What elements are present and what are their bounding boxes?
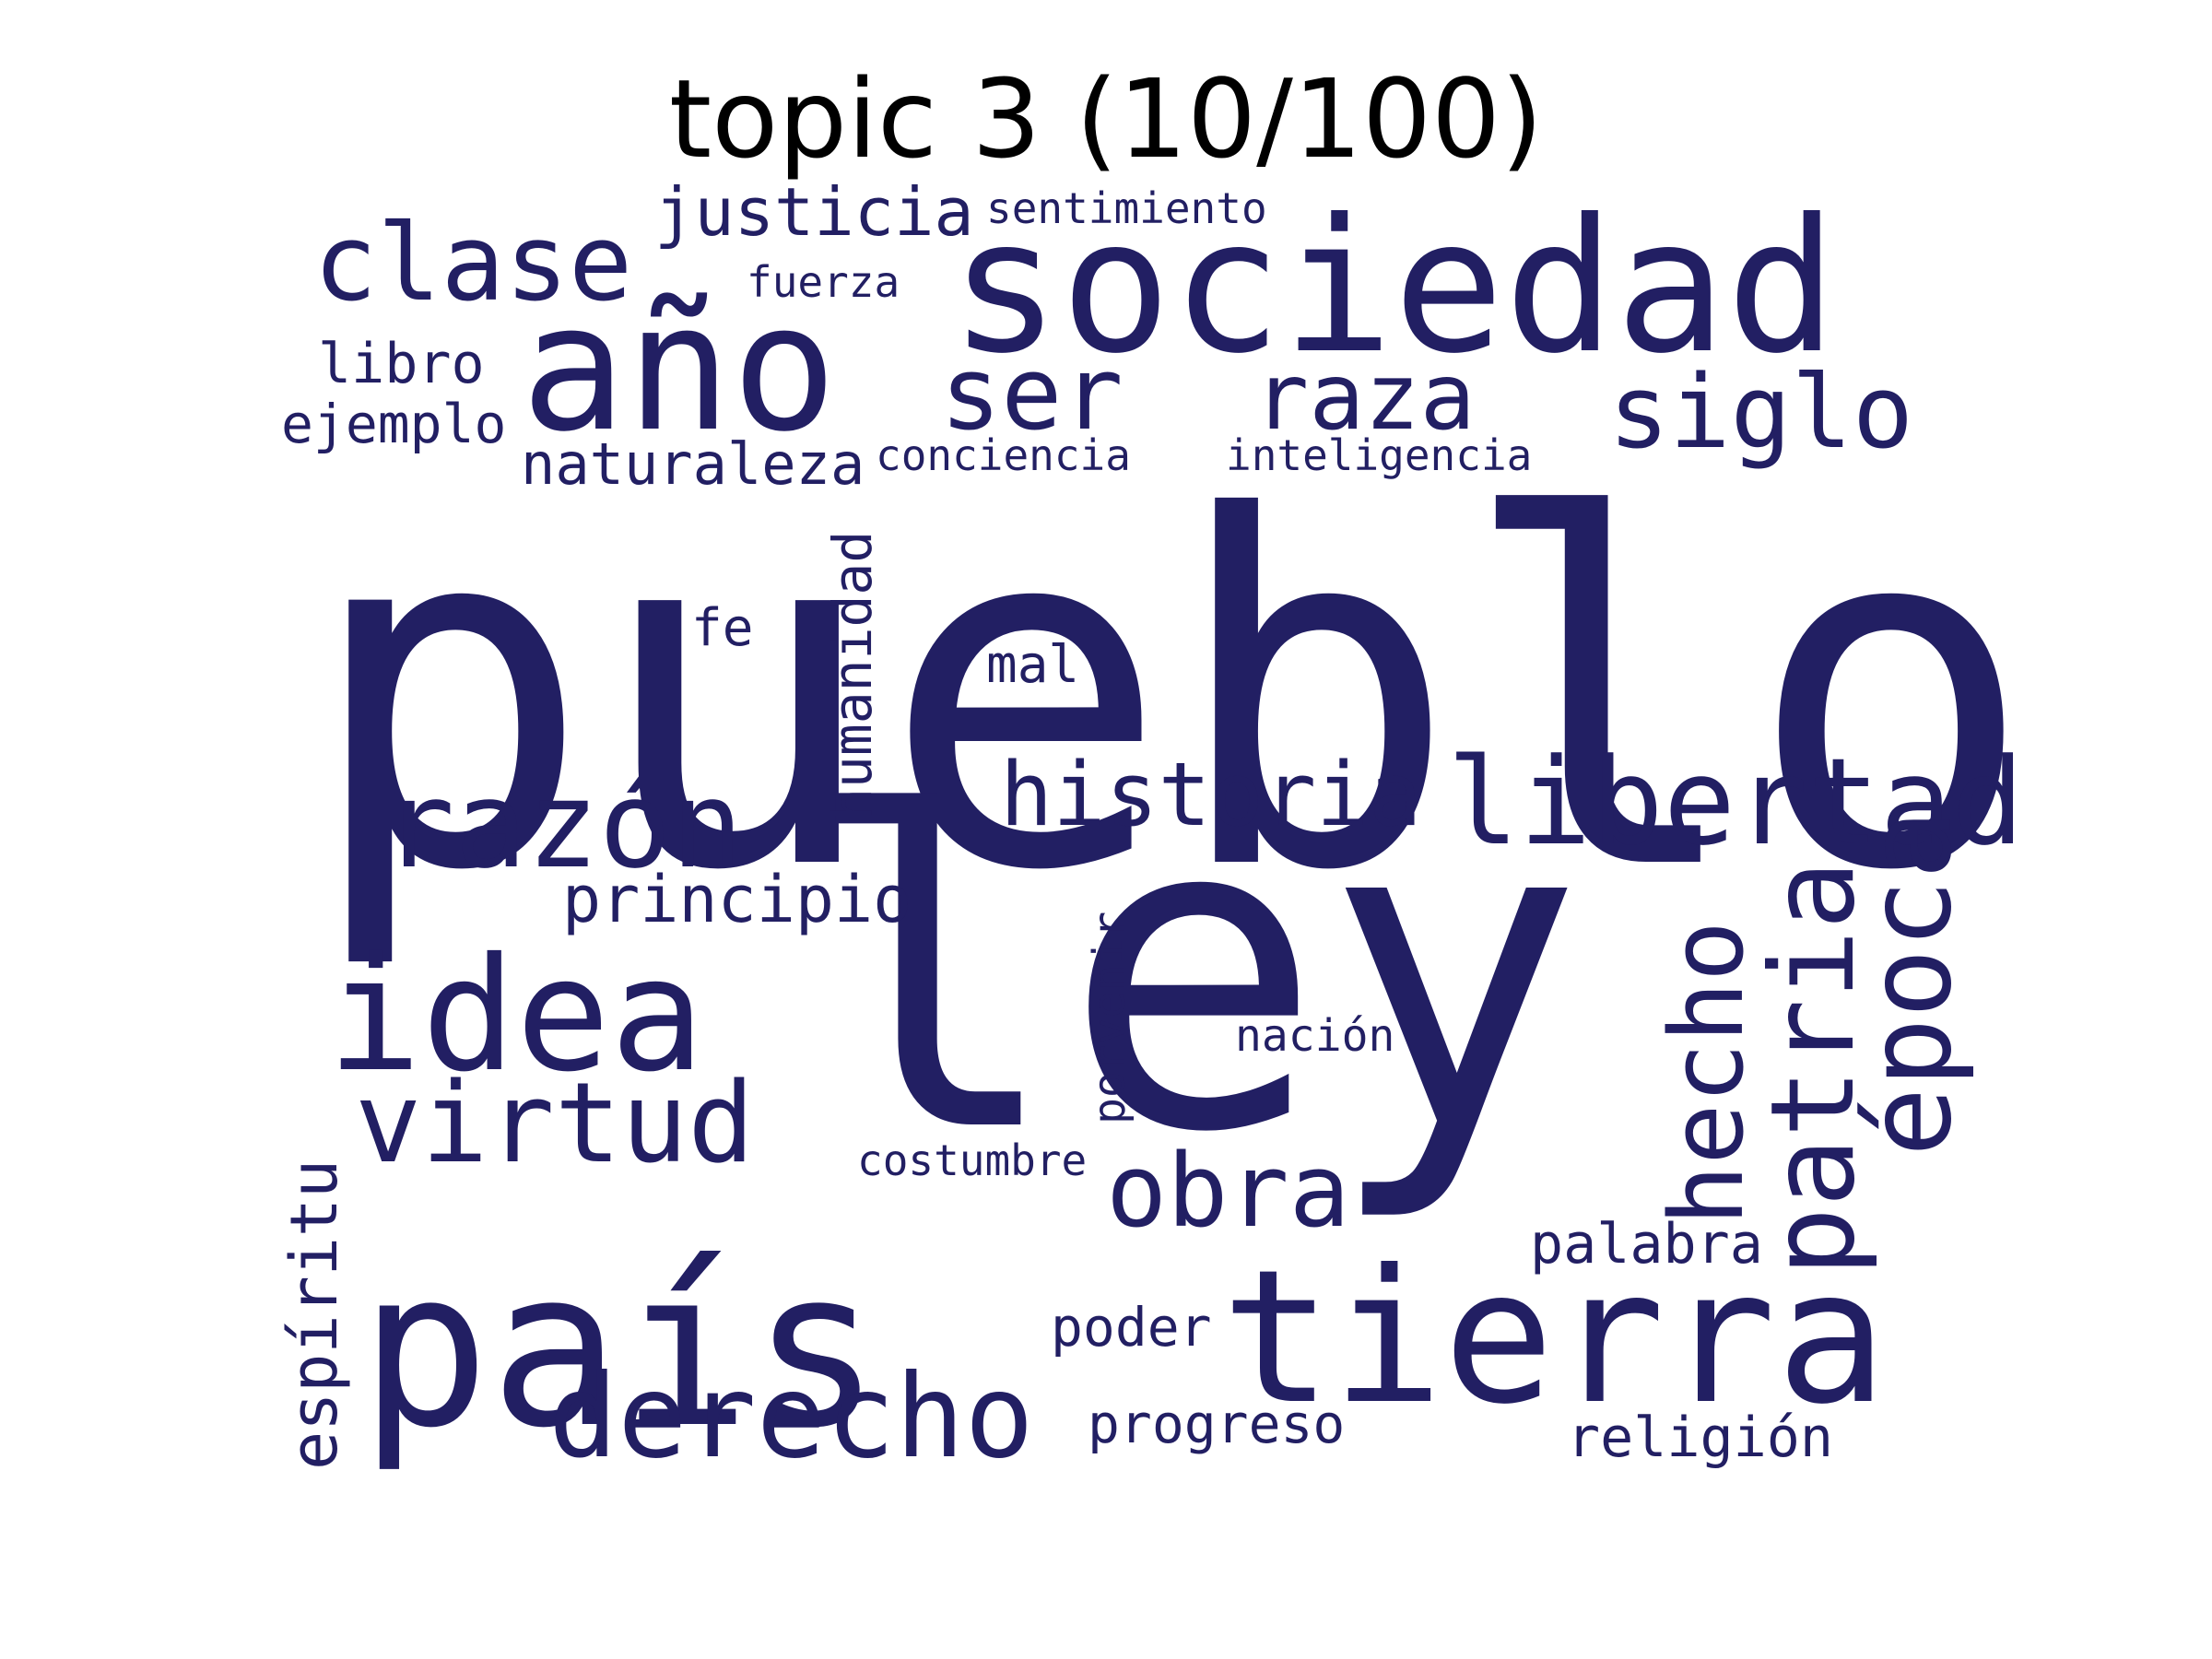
word-12: historia xyxy=(1000,745,1422,846)
word-27: palabra xyxy=(1530,1212,1763,1277)
word-37: inteligencia xyxy=(1226,430,1532,480)
word-6: idea xyxy=(327,924,704,1107)
word-8: razón xyxy=(382,755,743,895)
chart-title: topic 3 (10/100) xyxy=(668,55,1544,182)
word-20: justicia xyxy=(654,173,974,251)
word-39: fuerza xyxy=(747,257,900,307)
word-22: naturaleza xyxy=(521,430,865,498)
word-16: raza xyxy=(1253,343,1476,451)
word-30: poder xyxy=(1051,1296,1212,1359)
word-9: derecho xyxy=(548,1350,1034,1484)
word-5: tierra xyxy=(1221,1230,1887,1445)
word-17: hecho xyxy=(1648,921,1766,1226)
word-18: patria xyxy=(1747,860,1880,1277)
word-1: ley xyxy=(802,723,1584,1227)
word-26: ejemplo xyxy=(281,393,506,455)
word-7: libertad xyxy=(1447,732,2024,872)
word-25: libro xyxy=(318,332,485,396)
word-15: ser xyxy=(940,335,1124,453)
word-28: religión xyxy=(1567,1406,1833,1470)
word-3: sociedad xyxy=(949,180,1837,394)
word-23: espíritu xyxy=(276,1159,352,1470)
word-4: año xyxy=(521,266,837,470)
word-34: nación xyxy=(1235,1010,1394,1062)
word-14: clase xyxy=(313,202,632,325)
word-36: conciencia xyxy=(876,430,1131,480)
word-11: obra xyxy=(1106,1132,1350,1250)
word-33: porvenir xyxy=(1084,912,1135,1124)
word-10: virtud xyxy=(355,1060,754,1188)
word-19: época xyxy=(1843,810,1977,1157)
word-13: siglo xyxy=(1608,353,1913,471)
word-31: mal xyxy=(986,635,1079,695)
word-2: país xyxy=(359,1224,881,1476)
word-24: humanidad xyxy=(821,531,884,820)
word-21: principio xyxy=(562,862,912,937)
word-32: fe xyxy=(691,598,753,658)
word-38: sentimiento xyxy=(986,183,1267,233)
word-29: progreso xyxy=(1088,1393,1345,1455)
word-35: costumbre xyxy=(857,1135,1087,1185)
word-0: pueblo xyxy=(304,417,2035,975)
